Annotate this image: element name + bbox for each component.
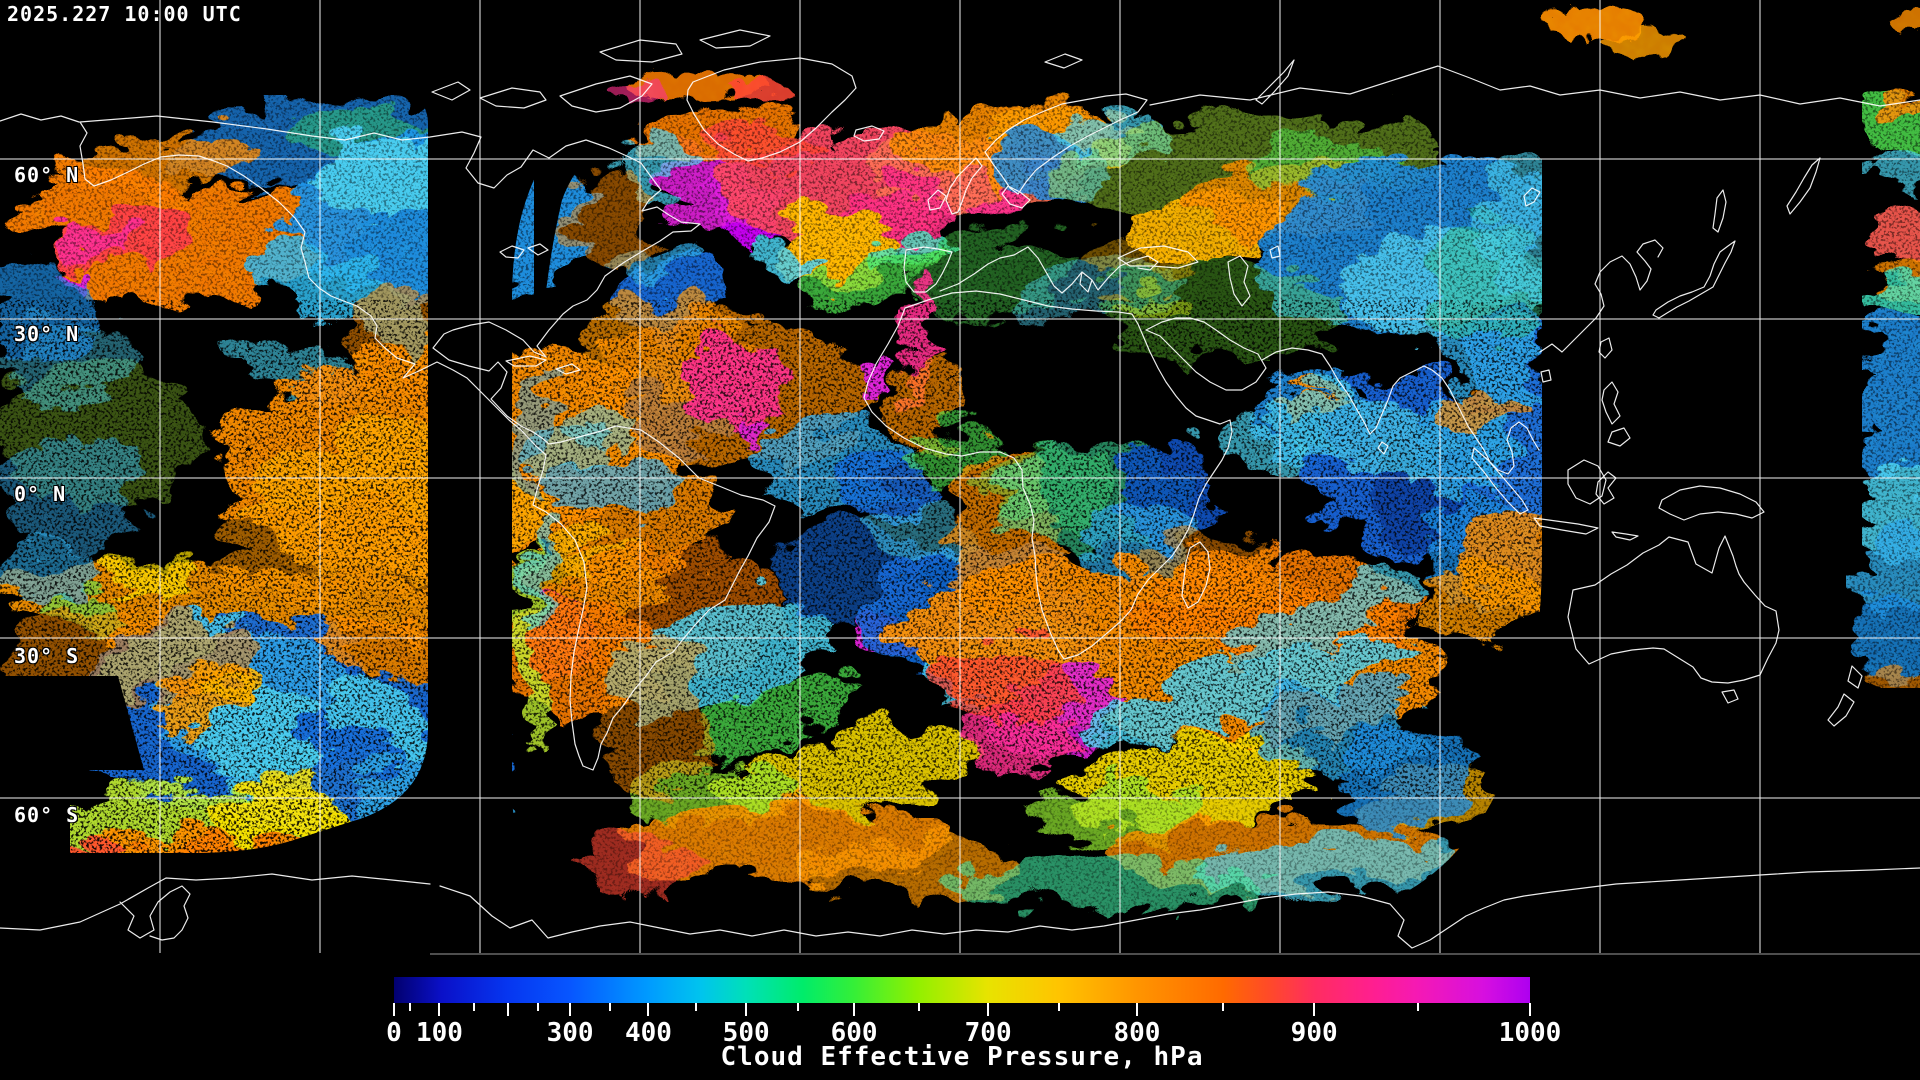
colorbar-tick-label: 0 xyxy=(386,1018,402,1048)
coastline-asia xyxy=(1044,53,1920,475)
colorbar-tick xyxy=(537,1003,540,1011)
colorbar-tick-label: 700 xyxy=(964,1018,1012,1048)
colorbar-tick xyxy=(1222,1003,1225,1011)
colorbar-tick-label: 400 xyxy=(624,1018,672,1048)
colorbar-tick xyxy=(506,1003,509,1016)
coastline-africa xyxy=(863,290,1267,660)
colorbar-tick-label: 500 xyxy=(722,1018,770,1048)
lat-label-30n: 30° N xyxy=(14,322,80,346)
colorbar-tick-labels: 0 100 300 400 500 600 700 800 900 1000 xyxy=(386,1018,1561,1048)
colorbar-tick xyxy=(745,1003,748,1016)
colorbar-tick xyxy=(608,1003,611,1011)
colorbar-tick xyxy=(647,1003,650,1016)
coastline-lakes-caribbean xyxy=(499,243,581,375)
colorbar-tick xyxy=(408,1003,411,1011)
timestamp-label: 2025.227 10:00 UTC xyxy=(7,2,242,26)
lat-label-60n: 60° N xyxy=(14,163,80,187)
colorbar-ticks xyxy=(393,1003,1531,1019)
colorbar-tick-label: 1000 xyxy=(1498,1018,1562,1048)
colorbar: 0 100 300 400 500 600 700 800 900 1000 xyxy=(386,977,1561,1048)
colorbar-tick xyxy=(1135,1003,1138,1016)
colorbar-tick xyxy=(1313,1003,1316,1016)
colorbar-tick xyxy=(1057,1003,1060,1011)
lat-label-60s: 60° S xyxy=(14,803,80,827)
coastlines xyxy=(0,29,1920,949)
colorbar-tick xyxy=(1416,1003,1419,1011)
coastline-australia-nz xyxy=(1567,535,1863,727)
colorbar-tick xyxy=(472,1003,475,1011)
colorbar-tick xyxy=(393,1003,395,1016)
coastline-antarctica xyxy=(0,867,1920,949)
colorbar-tick-label: 900 xyxy=(1290,1018,1338,1048)
satellite-map xyxy=(0,0,1920,957)
colorbar-tick-label: 300 xyxy=(546,1018,594,1048)
colorbar-tick-label: 600 xyxy=(830,1018,878,1048)
colorbar-tick xyxy=(438,1003,441,1016)
colorbar-tick xyxy=(695,1003,698,1011)
colorbar-tick xyxy=(987,1003,990,1016)
colorbar-tick xyxy=(797,1003,800,1011)
colorbar-tick xyxy=(569,1003,572,1016)
colorbar-tick-label: 100 xyxy=(415,1018,463,1048)
colorbar-tick xyxy=(917,1003,920,1011)
colorbar-tick xyxy=(853,1003,856,1016)
colorbar-title: Cloud Effective Pressure, hPa xyxy=(720,1042,1204,1072)
lat-label-0n: 0° N xyxy=(14,482,67,506)
lat-label-30s: 30° S xyxy=(14,644,80,668)
graticule xyxy=(0,0,1920,955)
colorbar-tick xyxy=(1529,1003,1531,1016)
coastline-north-south-america xyxy=(0,113,776,771)
coastline-southeast-asia xyxy=(1471,337,1765,541)
colorbar-tick-label: 800 xyxy=(1113,1018,1161,1048)
colorbar-gradient xyxy=(394,977,1530,1003)
